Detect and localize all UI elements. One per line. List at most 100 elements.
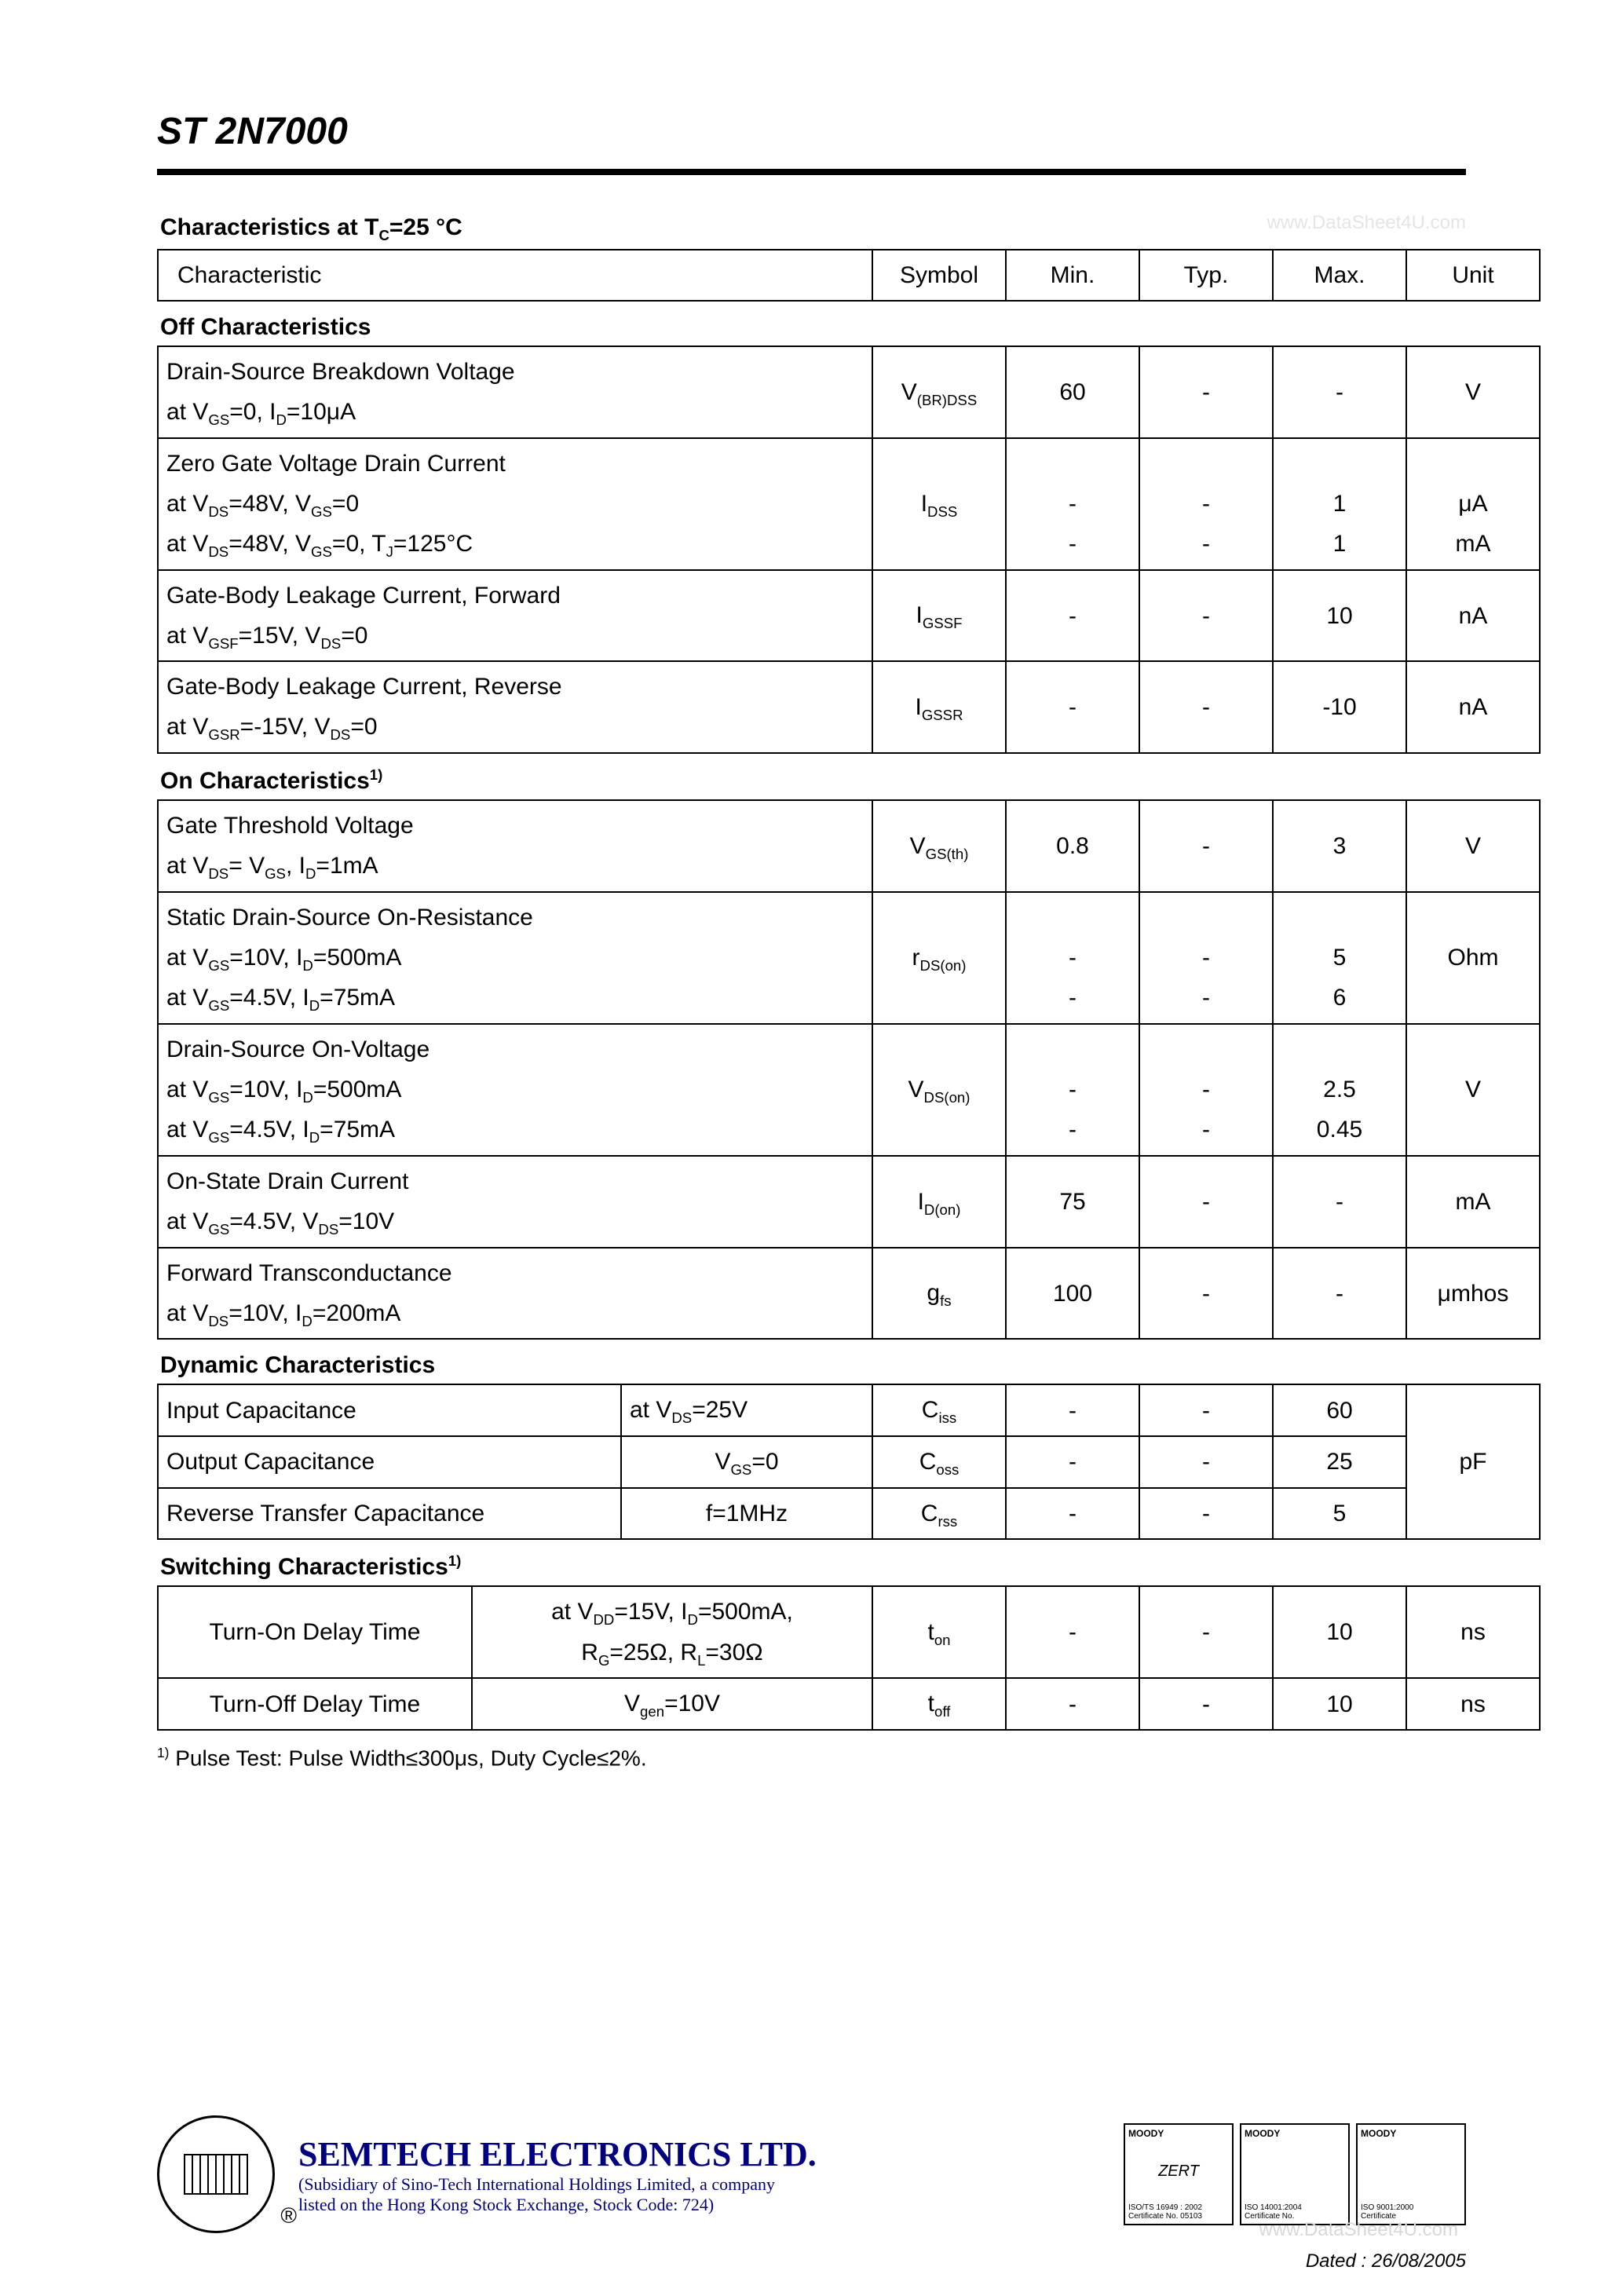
cell-text: at VGS=10V, ID=500mA xyxy=(166,1069,864,1110)
cell-text: Output Capacitance xyxy=(158,1436,621,1488)
cell-max: 3 xyxy=(1273,800,1406,892)
cell-text: at VDS=48V, VGS=0 xyxy=(166,484,864,525)
table-row: Drain-Source Breakdown Voltage at VGS=0,… xyxy=(158,346,1540,438)
company-subtitle: listed on the Hong Kong Stock Exchange, … xyxy=(298,2195,817,2215)
cell-max: - xyxy=(1273,346,1406,438)
cell-text: at VGS=4.5V, ID=75mA xyxy=(166,1110,864,1150)
table-row: Reverse Transfer Capacitance f=1MHz Crss… xyxy=(158,1488,1540,1540)
hdr-min: Min. xyxy=(1006,250,1139,301)
section-dynamic-title: Dynamic Characteristics xyxy=(160,1352,1466,1379)
cell-text: at VDS= VGS, ID=1mA xyxy=(166,846,864,887)
cell-min: 0.8 xyxy=(1006,800,1139,892)
cell-typ: - xyxy=(1148,978,1264,1018)
cell-symbol: ID(on) xyxy=(872,1156,1006,1248)
cell-cond: Vgen=10V xyxy=(472,1678,872,1730)
cell-symbol: V(BR)DSS xyxy=(872,346,1006,438)
cell-text: Input Capacitance xyxy=(158,1384,621,1436)
cell-min: - xyxy=(1006,570,1139,662)
cell-typ: - xyxy=(1139,800,1273,892)
cell-max: 1 xyxy=(1281,524,1398,564)
cert-badge: MOODY ISO 14001:2004 Certificate No. xyxy=(1240,2123,1350,2225)
cell-typ: - xyxy=(1139,1384,1273,1436)
cell-typ: - xyxy=(1139,1586,1273,1678)
table-row: Gate-Body Leakage Current, Forward at VG… xyxy=(158,570,1540,662)
cell-max: 10 xyxy=(1273,1586,1406,1678)
page-footer: ® SEMTECH ELECTRONICS LTD. (Subsidiary o… xyxy=(157,2115,1466,2233)
table-row: Output Capacitance VGS=0 Coss - - 25 xyxy=(158,1436,1540,1488)
cell-text: On-State Drain Current xyxy=(166,1161,864,1201)
cell-symbol: IGSSF xyxy=(872,570,1006,662)
cell-min: - xyxy=(1014,938,1131,978)
datasheet-page: ST 2N7000 www.DataSheet4U.com Characteri… xyxy=(0,0,1623,2296)
table-row: On-State Drain Current at VGS=4.5V, VDS=… xyxy=(158,1156,1540,1248)
hdr-typ: Typ. xyxy=(1139,250,1273,301)
watermark-bottom: www.DataSheet4U.com xyxy=(1259,2219,1458,2241)
cell-typ: - xyxy=(1148,524,1264,564)
hdr-characteristic: Characteristic xyxy=(158,250,872,301)
cell-unit: nA xyxy=(1406,570,1540,662)
cell-symbol: ton xyxy=(872,1586,1006,1678)
table-switching: Turn-On Delay Time at VDD=15V, ID=500mA,… xyxy=(157,1585,1541,1731)
hdr-max: Max. xyxy=(1273,250,1406,301)
cell-unit: V xyxy=(1406,800,1540,892)
cell-unit: V xyxy=(1406,346,1540,438)
cell-max: 10 xyxy=(1273,570,1406,662)
table-row: Forward Transconductance at VDS=10V, ID=… xyxy=(158,1248,1540,1340)
cell-typ: - xyxy=(1148,1110,1264,1150)
cell-text: at VGSR=-15V, VDS=0 xyxy=(166,707,864,748)
company-logo-icon xyxy=(157,2115,275,2233)
hdr-symbol: Symbol xyxy=(872,250,1006,301)
cell-unit: ns xyxy=(1406,1586,1540,1678)
cell-cond: f=1MHz xyxy=(621,1488,872,1540)
cell-text: Gate-Body Leakage Current, Forward xyxy=(166,576,864,616)
title-rule xyxy=(157,169,1466,175)
cell-typ: - xyxy=(1148,1069,1264,1110)
cell-min: 60 xyxy=(1006,346,1139,438)
cell-min: - xyxy=(1006,1678,1139,1730)
cell-max: 10 xyxy=(1273,1678,1406,1730)
cell-max: - xyxy=(1273,1248,1406,1340)
cell-typ: - xyxy=(1148,938,1264,978)
cell-symbol: Crss xyxy=(872,1488,1006,1540)
cell-min: - xyxy=(1006,661,1139,753)
cell-text: Drain-Source Breakdown Voltage xyxy=(166,352,864,392)
cell-symbol: Coss xyxy=(872,1436,1006,1488)
cell-min: - xyxy=(1014,1110,1131,1150)
cell-text: Turn-On Delay Time xyxy=(158,1586,472,1678)
dated-text: Dated : 26/08/2005 xyxy=(1306,2250,1466,2272)
footnote: 1) Pulse Test: Pulse Width≤300μs, Duty C… xyxy=(157,1745,1466,1771)
cell-max: 6 xyxy=(1281,978,1398,1018)
cell-typ: - xyxy=(1148,484,1264,524)
cell-typ: - xyxy=(1139,1436,1273,1488)
cell-unit: nA xyxy=(1406,661,1540,753)
cell-text: Reverse Transfer Capacitance xyxy=(158,1488,621,1540)
cell-unit: μmhos xyxy=(1406,1248,1540,1340)
table-on: Gate Threshold Voltage at VDS= VGS, ID=1… xyxy=(157,799,1541,1340)
cell-text: at VGS=4.5V, ID=75mA xyxy=(166,978,864,1018)
cell-text: Drain-Source On-Voltage xyxy=(166,1029,864,1069)
cell-unit: mA xyxy=(1406,1156,1540,1248)
cell-unit: pF xyxy=(1406,1384,1540,1539)
cell-symbol: IGSSR xyxy=(872,661,1006,753)
cell-min: - xyxy=(1014,1069,1131,1110)
cell-max: 1 xyxy=(1281,484,1398,524)
company-subtitle: (Subsidiary of Sino-Tech International H… xyxy=(298,2174,817,2195)
cell-max: 5 xyxy=(1281,938,1398,978)
cell-text: at VGS=10V, ID=500mA xyxy=(166,938,864,978)
part-number: ST 2N7000 xyxy=(157,110,1466,153)
company-block: SEMTECH ELECTRONICS LTD. (Subsidiary of … xyxy=(298,2134,817,2215)
cell-unit: μA xyxy=(1415,484,1531,524)
cell-text: Gate-Body Leakage Current, Reverse xyxy=(166,667,864,707)
cell-text: Static Drain-Source On-Resistance xyxy=(166,898,864,938)
cell-text: Forward Transconductance xyxy=(166,1253,864,1293)
table-row: Input Capacitance at VDS=25V Ciss - - 60… xyxy=(158,1384,1540,1436)
cell-max: 0.45 xyxy=(1281,1110,1398,1150)
cell-text: at VGSF=15V, VDS=0 xyxy=(166,616,864,656)
cell-min: - xyxy=(1014,978,1131,1018)
section-switching-title: Switching Characteristics1) xyxy=(160,1552,1466,1581)
cell-min: - xyxy=(1006,1436,1139,1488)
cell-symbol: toff xyxy=(872,1678,1006,1730)
cell-symbol: VDS(on) xyxy=(872,1024,1006,1156)
table-row: Static Drain-Source On-Resistance at VGS… xyxy=(158,892,1540,1024)
cell-symbol: IDSS xyxy=(872,438,1006,570)
